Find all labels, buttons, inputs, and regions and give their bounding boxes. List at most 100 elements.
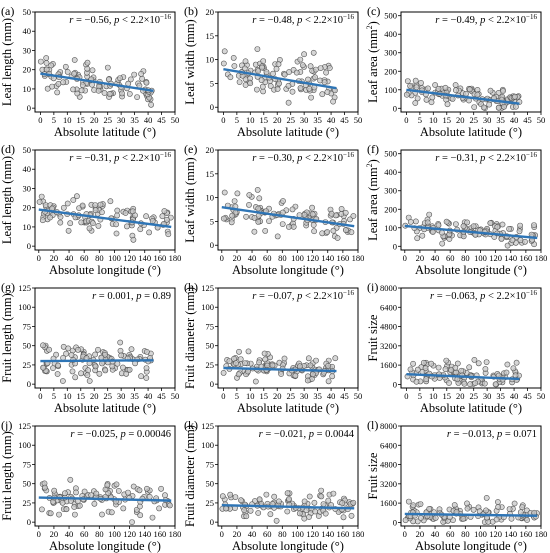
data-point xyxy=(467,381,473,388)
data-point xyxy=(260,58,267,64)
data-point xyxy=(162,492,168,499)
x-tick-label: 5 xyxy=(418,391,422,401)
data-point xyxy=(285,99,292,106)
data-point xyxy=(318,493,325,500)
data-point xyxy=(495,104,502,111)
y-tick-label: 10 xyxy=(206,193,215,203)
stat-p-number: < 2.2×10 xyxy=(488,15,526,26)
x-tick-label: 25 xyxy=(469,115,478,125)
x-tick-label: 120 xyxy=(123,529,136,539)
x-tick-label: 45 xyxy=(340,391,349,401)
data-point xyxy=(50,365,56,371)
y-tick-label: 125 xyxy=(18,283,31,293)
panel-label: (k) xyxy=(184,418,198,432)
x-tick-label: 140 xyxy=(321,253,334,263)
y-tick-label: 100 xyxy=(18,440,31,450)
data-point xyxy=(233,360,239,366)
data-point xyxy=(325,497,332,504)
data-point xyxy=(63,350,69,357)
y-tick-label: 125 xyxy=(18,421,31,431)
stat-r-symbol: r xyxy=(259,429,264,440)
x-tick-label: 20 xyxy=(416,529,425,539)
data-point xyxy=(262,227,269,234)
data-point xyxy=(117,75,123,81)
data-point xyxy=(319,91,326,98)
y-axis-label: Leaf length (mm) xyxy=(0,18,14,106)
y-tick-label: 100 xyxy=(384,85,397,95)
data-point xyxy=(326,65,333,71)
data-point xyxy=(60,378,66,384)
point-group xyxy=(402,494,540,525)
data-point xyxy=(65,227,72,234)
data-point xyxy=(163,216,170,223)
data-point xyxy=(274,233,281,240)
data-point xyxy=(425,85,431,92)
data-point xyxy=(255,218,262,225)
x-tick-label: 80 xyxy=(95,529,104,539)
data-point xyxy=(269,362,276,369)
y-tick-label: 4800 xyxy=(380,460,397,470)
data-point xyxy=(118,352,125,359)
x-tick-label: 20 xyxy=(456,391,465,401)
data-point xyxy=(241,65,248,72)
stat-r-symbol: r xyxy=(70,429,75,440)
x-tick-label: 30 xyxy=(483,115,492,125)
data-point xyxy=(429,94,436,101)
x-axis-label: Absolute latitude (°) xyxy=(420,125,522,139)
data-point xyxy=(449,96,456,102)
data-point xyxy=(238,497,244,504)
data-point xyxy=(499,221,506,228)
x-axis-label: Absolute longitude (°) xyxy=(49,263,161,277)
stat-r-symbol: r xyxy=(447,429,452,440)
data-point xyxy=(480,104,487,111)
data-point xyxy=(143,375,150,381)
x-tick-label: 5 xyxy=(418,115,422,125)
data-point xyxy=(306,493,313,500)
stat-p-symbol: p xyxy=(496,429,502,440)
data-point xyxy=(423,376,430,383)
data-point xyxy=(113,230,120,237)
data-point xyxy=(263,491,270,498)
x-tick-label: 15 xyxy=(443,391,452,401)
data-point xyxy=(407,366,414,373)
data-point xyxy=(43,55,50,61)
data-point xyxy=(259,64,265,71)
x-tick-label: 0 xyxy=(38,391,42,401)
x-tick-label: 25 xyxy=(103,391,112,401)
x-tick-label: 140 xyxy=(321,529,334,539)
stat-p-number: < 2.2×10 xyxy=(488,291,526,302)
x-tick-label: 100 xyxy=(108,529,121,539)
data-point xyxy=(231,198,238,204)
y-tick-label: 125 xyxy=(201,283,214,293)
x-tick-label: 30 xyxy=(117,391,126,401)
data-point xyxy=(487,220,494,226)
x-tick-label: 10 xyxy=(246,391,255,401)
data-point xyxy=(65,345,72,352)
x-tick-label: 60 xyxy=(263,529,272,539)
stat-p-symbol: p xyxy=(308,429,314,440)
data-point xyxy=(404,78,411,84)
data-point xyxy=(255,68,261,74)
data-point xyxy=(78,219,85,226)
data-point xyxy=(414,95,421,102)
stat-r-number: −0.31 xyxy=(85,153,109,164)
data-point xyxy=(309,204,315,211)
y-tick-label: 5 xyxy=(210,78,214,88)
y-tick-label: 20 xyxy=(23,203,32,213)
stat-separator: , xyxy=(109,153,114,164)
x-axis-label: Absolute longitude (°) xyxy=(415,539,527,553)
data-point xyxy=(271,493,278,500)
data-point xyxy=(420,359,427,366)
x-tick-label: 100 xyxy=(291,253,304,263)
y-tick-label: 50 xyxy=(23,479,32,489)
data-point xyxy=(57,214,64,220)
panel-label: (i) xyxy=(367,280,378,294)
data-point xyxy=(161,208,168,214)
data-point xyxy=(451,502,458,508)
y-axis-label-text: Fruit length (mm) xyxy=(0,293,14,383)
y-tick-label: 100 xyxy=(18,302,31,312)
data-point xyxy=(428,360,435,367)
data-point xyxy=(84,65,91,72)
x-tick-label: 25 xyxy=(469,391,478,401)
data-point xyxy=(494,499,501,505)
